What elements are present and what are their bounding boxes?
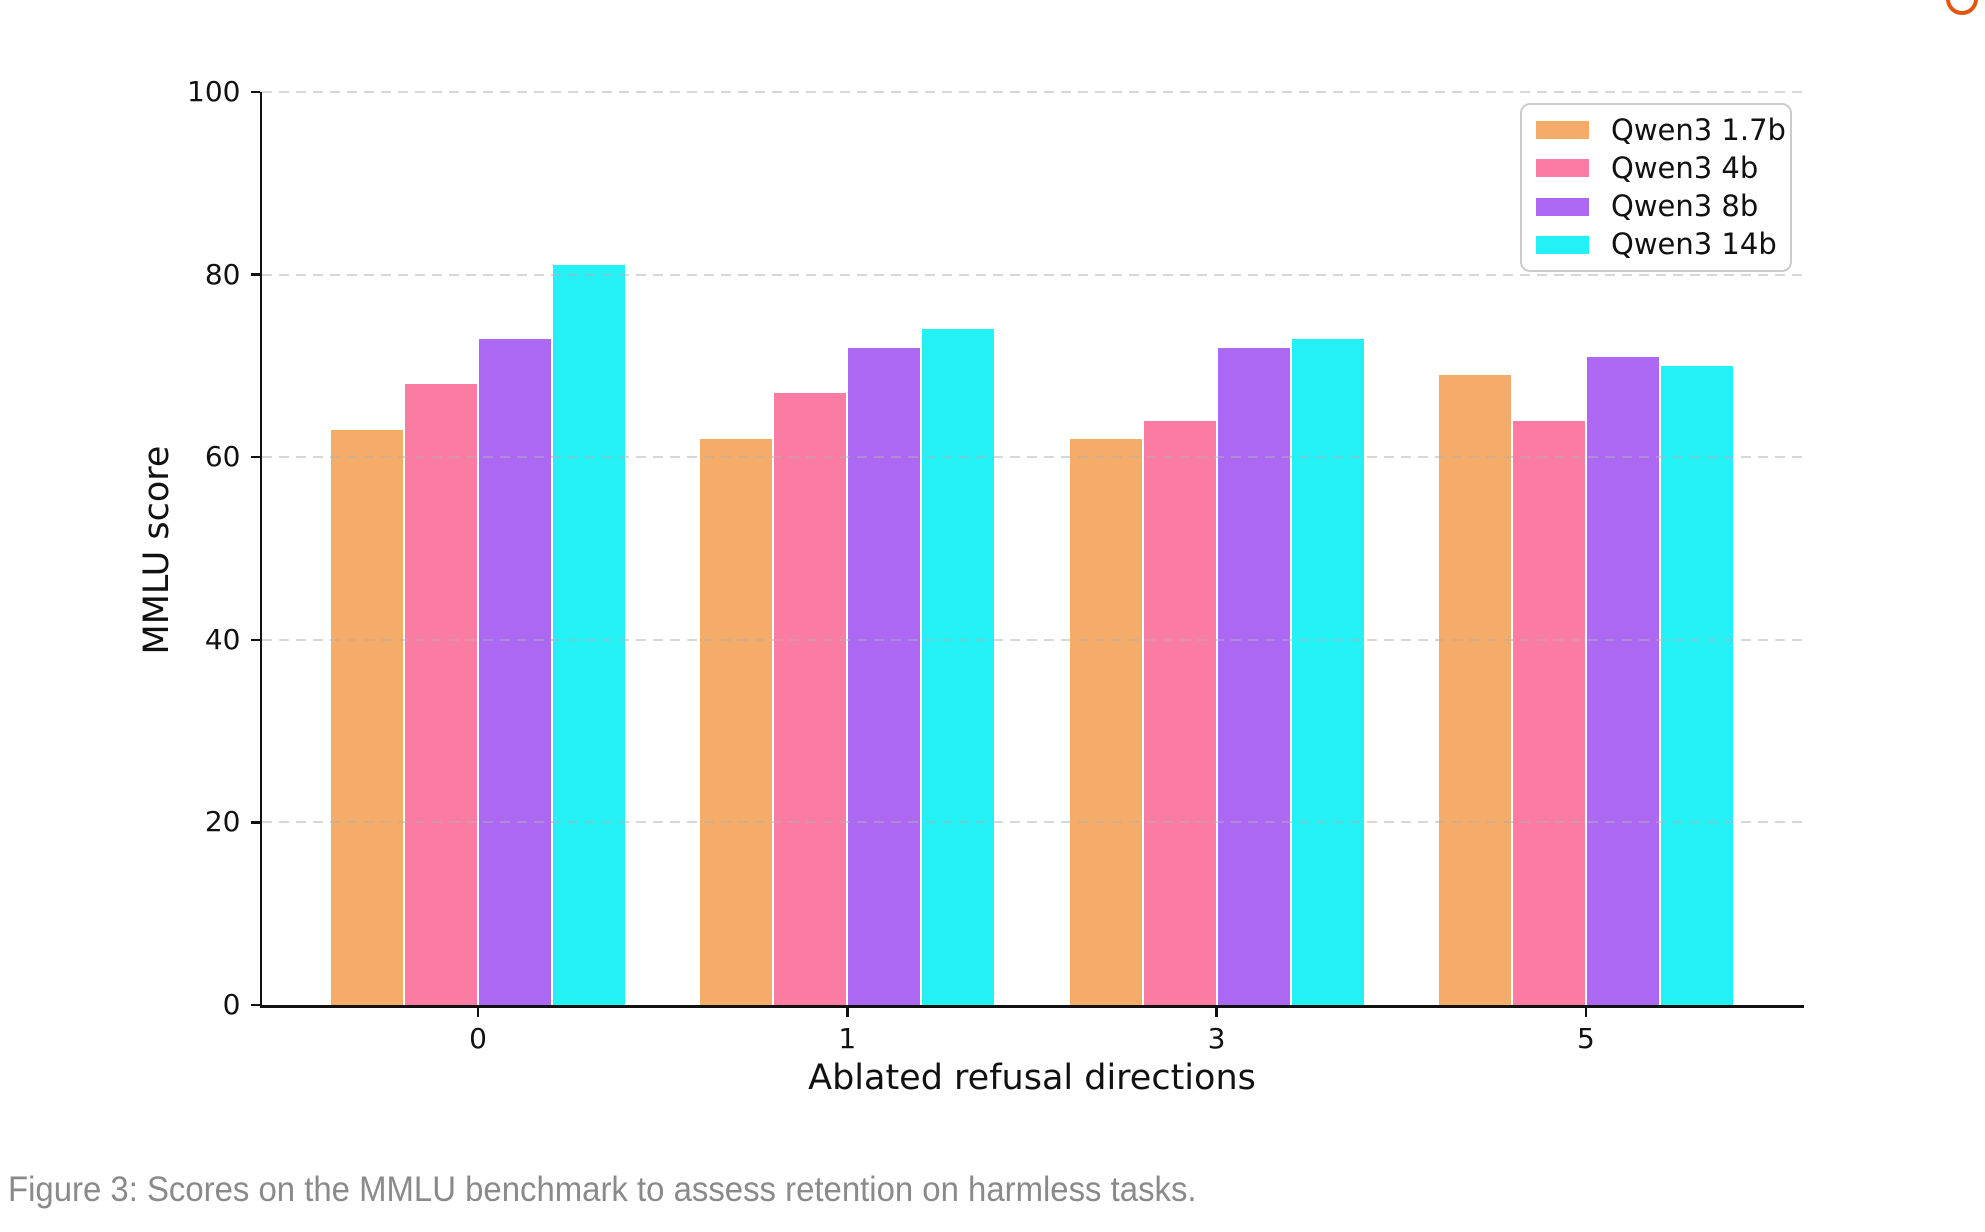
legend: Qwen3 1.7b Qwen3 4b Qwen3 8b Qwen3 14b [1520, 103, 1792, 272]
x-axis-line [259, 1005, 1804, 1008]
gridline-y80 [262, 273, 1808, 276]
bar-qwen3-4b-x5 [1512, 420, 1585, 1005]
x-tick-3 [1215, 1007, 1218, 1017]
legend-label: Qwen3 14b [1611, 227, 1777, 262]
legend-item: Qwen3 1.7b [1536, 112, 1790, 147]
x-tick-5 [1584, 1007, 1588, 1017]
bar-qwen3-8b-x5 [1586, 356, 1659, 1005]
y-tick-label-60: 60 [204, 440, 241, 474]
bar-qwen3-4b-x0 [405, 384, 477, 1005]
y-tick-label-40: 40 [204, 622, 241, 656]
legend-swatch-qwen3-14b [1536, 235, 1589, 254]
gridline-y40 [262, 638, 1808, 641]
bar-qwen3-8b-x3 [1217, 347, 1290, 1005]
legend-label: Qwen3 4b [1611, 150, 1759, 185]
y-tick-label-20: 20 [204, 805, 241, 839]
bar-qwen3-1-7b-x1 [700, 438, 773, 1005]
legend-label: Qwen3 8b [1611, 189, 1759, 224]
bar-qwen3-8b-x1 [848, 347, 921, 1005]
y-tick-0 [250, 1003, 260, 1007]
gridline-y20 [262, 821, 1808, 824]
y-axis-line [259, 92, 262, 1008]
x-tick-label-0: 0 [469, 1021, 487, 1055]
x-tick-1 [846, 1007, 849, 1017]
bar-qwen3-1-7b-x3 [1069, 438, 1142, 1005]
y-axis-title: MMLU score [137, 445, 177, 655]
x-tick-label-5: 5 [1576, 1021, 1595, 1055]
figure-caption: Figure 3: Scores on the MMLU benchmark t… [8, 1170, 1197, 1209]
legend-item: Qwen3 14b [1536, 230, 1790, 259]
bar-qwen3-1-7b-x0 [331, 429, 403, 1005]
bar-qwen3-14b-x5 [1660, 365, 1733, 1005]
bar-qwen3-1-7b-x5 [1438, 375, 1511, 1005]
gridline-y60 [262, 456, 1808, 459]
legend-swatch-qwen3-8b [1536, 197, 1589, 216]
gridline-y100 [262, 91, 1808, 93]
y-tick-label-80: 80 [204, 257, 241, 291]
bar-qwen3-4b-x3 [1143, 420, 1216, 1005]
y-tick-60 [250, 455, 260, 459]
legend-item: Qwen3 8b [1536, 192, 1790, 221]
legend-swatch-qwen3-1-7b [1536, 121, 1589, 140]
legend-item: Qwen3 4b [1536, 150, 1790, 185]
bar-qwen3-14b-x1 [922, 329, 995, 1005]
y-tick-80 [250, 273, 260, 276]
x-tick-label-1: 1 [838, 1021, 857, 1055]
legend-label: Qwen3 1.7b [1611, 112, 1786, 147]
y-tick-label-100: 100 [187, 75, 241, 108]
x-tick-0 [476, 1007, 480, 1017]
bar-qwen3-14b-x3 [1291, 338, 1364, 1005]
legend-swatch-qwen3-4b [1536, 159, 1589, 178]
y-tick-label-0: 0 [222, 988, 241, 1021]
y-tick-100 [250, 90, 260, 94]
x-tick-label-3: 3 [1207, 1021, 1226, 1055]
x-axis-title: Ablated refusal directions [808, 1058, 1256, 1098]
bar-qwen3-14b-x0 [553, 265, 625, 1005]
bar-qwen3-8b-x0 [479, 338, 551, 1005]
y-tick-20 [250, 821, 260, 824]
y-tick-40 [250, 638, 260, 642]
bar-qwen3-4b-x1 [774, 393, 847, 1005]
